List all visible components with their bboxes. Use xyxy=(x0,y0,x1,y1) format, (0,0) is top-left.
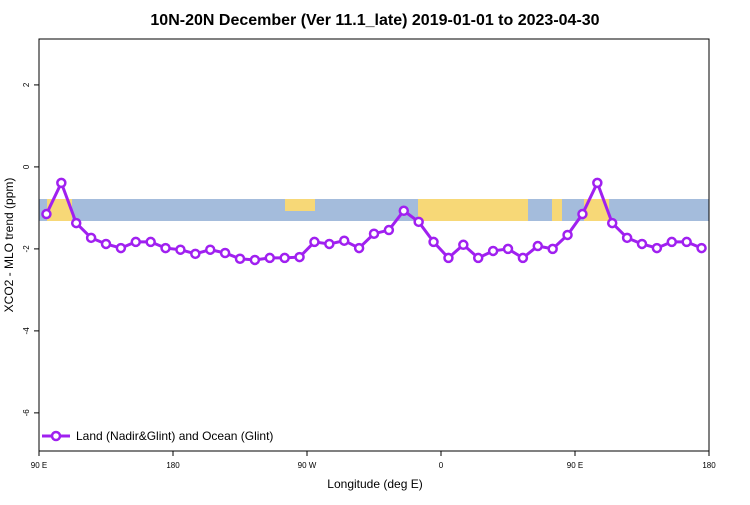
point xyxy=(234,253,246,264)
x-tick-label: 90 W xyxy=(298,461,317,470)
land xyxy=(418,199,528,221)
point xyxy=(621,232,633,244)
point xyxy=(696,242,707,254)
point xyxy=(532,240,544,252)
point xyxy=(368,228,380,239)
y-tick-label: -2 xyxy=(22,245,31,253)
point xyxy=(562,229,573,241)
point xyxy=(190,248,201,260)
point xyxy=(353,242,365,254)
point xyxy=(145,236,156,248)
point xyxy=(651,242,663,254)
land xyxy=(584,199,609,221)
legend: Land (Nadir&Glint) and Ocean (Glint) xyxy=(42,429,273,443)
land xyxy=(285,199,315,211)
point xyxy=(130,236,142,248)
point xyxy=(681,236,692,248)
point xyxy=(249,254,261,266)
point xyxy=(502,243,514,255)
point xyxy=(70,217,82,229)
point xyxy=(115,242,127,254)
point xyxy=(398,205,410,217)
point xyxy=(577,208,588,220)
point xyxy=(204,244,216,255)
point xyxy=(85,232,97,244)
chart-title: 10N-20N December (Ver 11.1_late) 2019-01… xyxy=(150,12,599,29)
y-tick-label: -4 xyxy=(22,327,31,335)
point xyxy=(383,224,395,236)
point xyxy=(294,251,305,263)
point xyxy=(592,177,603,189)
x-tick-label: 90 E xyxy=(31,461,47,470)
plot-frame xyxy=(38,38,710,452)
point xyxy=(309,236,320,248)
point xyxy=(636,238,648,250)
point xyxy=(56,177,67,189)
x-tick-label: 180 xyxy=(166,461,180,470)
point xyxy=(458,239,469,251)
x-tick-label: 0 xyxy=(439,461,444,470)
point xyxy=(487,245,499,257)
point xyxy=(160,242,171,254)
point xyxy=(472,252,484,264)
point xyxy=(517,252,529,264)
point xyxy=(41,208,52,220)
y-tick-label: 2 xyxy=(22,82,31,87)
point xyxy=(100,238,112,250)
point xyxy=(279,252,290,264)
point xyxy=(324,238,335,250)
land xyxy=(47,199,72,221)
x-tick-label: 180 xyxy=(702,461,716,470)
point xyxy=(666,236,678,248)
point xyxy=(338,235,350,246)
x-axis-title: Longitude (deg E) xyxy=(327,477,422,491)
point xyxy=(443,252,454,264)
ocean-strip xyxy=(39,199,709,221)
land xyxy=(552,199,562,221)
point xyxy=(264,252,276,264)
point xyxy=(219,247,231,259)
point xyxy=(428,236,439,248)
map-strip xyxy=(39,199,709,221)
point xyxy=(175,244,186,255)
legend-label: Land (Nadir&Glint) and Ocean (Glint) xyxy=(76,429,273,443)
x-tick-label: 90 E xyxy=(567,461,583,470)
y-tick-label: 0 xyxy=(22,164,31,169)
y-tick-label: -6 xyxy=(22,409,31,417)
legend-marker xyxy=(50,430,62,442)
point xyxy=(547,243,558,255)
point xyxy=(606,217,618,229)
y-axis-title: XCO2 - MLO trend (ppm) xyxy=(2,178,16,313)
point xyxy=(413,216,424,228)
